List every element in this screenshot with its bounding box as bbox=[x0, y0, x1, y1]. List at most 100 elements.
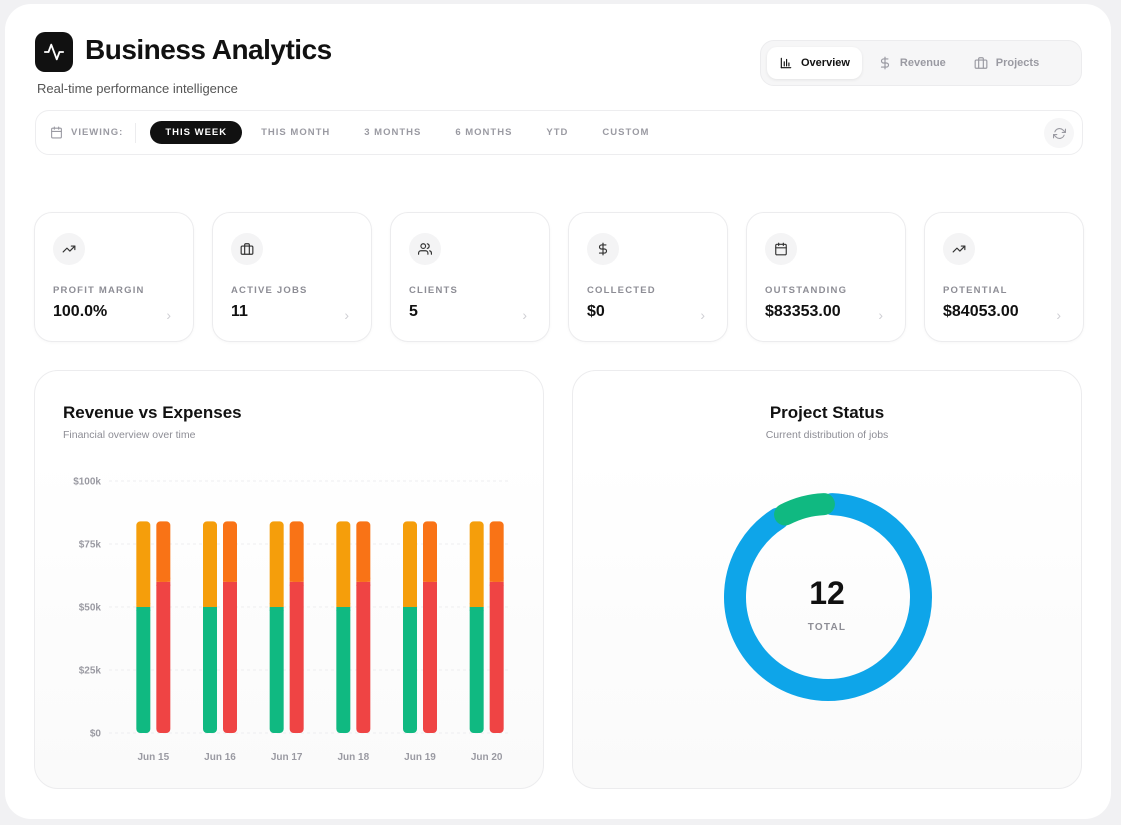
bar-segment[interactable] bbox=[203, 607, 217, 733]
chevron-right-icon: › bbox=[700, 307, 705, 323]
stat-card-profit-margin[interactable]: PROFIT MARGIN 100.0% › bbox=[34, 212, 194, 342]
stat-label: COLLECTED bbox=[587, 285, 656, 296]
bar-segment[interactable] bbox=[489, 581, 504, 733]
stat-card-active-jobs[interactable]: ACTIVE JOBS 11 › bbox=[212, 212, 372, 342]
period-3-months[interactable]: 3 MONTHS bbox=[364, 127, 422, 138]
y-tick-label: $100k bbox=[73, 477, 101, 488]
stat-value: $0 bbox=[587, 303, 605, 320]
chevron-right-icon: › bbox=[1056, 307, 1061, 323]
bar-segment[interactable] bbox=[489, 521, 504, 582]
y-tick-label: $25k bbox=[79, 666, 102, 677]
chevron-right-icon: › bbox=[878, 307, 883, 323]
stats-row: PROFIT MARGIN 100.0% › ACTIVE JOBS 11 › … bbox=[34, 212, 1084, 342]
status-chart-title: Project Status bbox=[769, 403, 885, 422]
tab-projects[interactable]: Projects bbox=[962, 47, 1051, 79]
period-6-months[interactable]: 6 MONTHS bbox=[455, 127, 513, 138]
bar-segment-join bbox=[403, 603, 417, 607]
bar-segment[interactable] bbox=[336, 607, 351, 733]
bar-segment[interactable] bbox=[469, 607, 484, 733]
trending-up-icon bbox=[53, 233, 85, 265]
bar-segment-join bbox=[289, 577, 304, 582]
bar-segment[interactable] bbox=[356, 521, 371, 582]
bar-segment[interactable] bbox=[403, 521, 417, 607]
bar-segment[interactable] bbox=[156, 521, 171, 582]
bar-segment[interactable] bbox=[269, 607, 284, 733]
bar-segment-join bbox=[423, 581, 437, 586]
refresh-button[interactable] bbox=[1044, 118, 1074, 148]
tab-revenue-label: Revenue bbox=[899, 57, 946, 69]
bar-segment[interactable] bbox=[336, 521, 351, 607]
bar-segment-join bbox=[469, 603, 484, 607]
bar-segment-join bbox=[289, 581, 304, 586]
viewing-label-group: VIEWING: bbox=[50, 122, 137, 143]
donut-slice[interactable] bbox=[774, 493, 835, 526]
stat-value: 5 bbox=[409, 303, 418, 320]
bar-segment-join bbox=[203, 607, 217, 611]
y-tick-label: $0 bbox=[90, 729, 102, 740]
bar-segment[interactable] bbox=[223, 581, 237, 733]
app-window: Business Analytics Real-time performance… bbox=[5, 4, 1111, 819]
stat-card-collected[interactable]: COLLECTED $0 › bbox=[568, 212, 728, 342]
briefcase-icon bbox=[974, 57, 988, 69]
bar-segment[interactable] bbox=[136, 521, 151, 607]
bar-segment[interactable] bbox=[289, 521, 304, 582]
stat-label: POTENTIAL bbox=[943, 285, 1008, 296]
bar-segment-join bbox=[223, 577, 237, 582]
dollar-icon bbox=[880, 56, 889, 70]
stat-card-outstanding[interactable]: OUTSTANDING $83353.00 › bbox=[746, 212, 906, 342]
bar-segment-join bbox=[423, 577, 437, 582]
bar-segment-join bbox=[156, 581, 171, 586]
x-tick-label: Jun 16 bbox=[204, 752, 236, 763]
bar-segment[interactable] bbox=[289, 581, 304, 733]
period-this-week[interactable]: THIS WEEK bbox=[150, 121, 243, 144]
chevron-right-icon: › bbox=[166, 307, 171, 323]
tab-overview[interactable]: Overview bbox=[767, 47, 862, 79]
donut-slice[interactable] bbox=[724, 493, 932, 701]
x-tick-label: Jun 19 bbox=[404, 752, 436, 763]
stat-label: CLIENTS bbox=[409, 285, 459, 296]
dollar-icon bbox=[587, 233, 619, 265]
refresh-icon bbox=[1052, 127, 1066, 139]
chevron-right-icon: › bbox=[522, 307, 527, 323]
bar-segment[interactable] bbox=[203, 521, 217, 607]
calendar-icon bbox=[51, 126, 62, 139]
donut-total-label: TOTAL bbox=[807, 622, 847, 633]
stat-label: OUTSTANDING bbox=[765, 285, 848, 296]
bar-segment[interactable] bbox=[136, 607, 151, 733]
bar-segment-join bbox=[156, 577, 171, 582]
bar-segment[interactable] bbox=[403, 607, 417, 733]
revenue-bar-chart: $0 $25k $50k $75k $100k Jun 15 Jun 16 Jun 17 Jun… bbox=[73, 477, 509, 763]
tab-revenue[interactable]: Revenue bbox=[866, 47, 958, 79]
revenue-chart-title: Revenue vs Expenses bbox=[63, 403, 242, 422]
bar-segment-join bbox=[403, 607, 417, 611]
x-tick-label: Jun 18 bbox=[337, 752, 369, 763]
donut-total-value: 12 bbox=[809, 575, 845, 611]
stat-card-clients[interactable]: CLIENTS 5 › bbox=[390, 212, 550, 342]
bar-segment[interactable] bbox=[156, 581, 171, 733]
activity-icon bbox=[35, 32, 73, 72]
bar-segment[interactable] bbox=[423, 581, 437, 733]
bar-segment[interactable] bbox=[223, 521, 237, 582]
bar-segment[interactable] bbox=[469, 521, 484, 607]
bar-segment-join bbox=[269, 603, 284, 607]
bar-segment-join bbox=[489, 581, 504, 586]
tab-overview-label: Overview bbox=[801, 57, 850, 69]
stat-card-potential[interactable]: POTENTIAL $84053.00 › bbox=[924, 212, 1084, 342]
x-tick-label: Jun 17 bbox=[271, 752, 303, 763]
bar-segment-join bbox=[136, 603, 151, 607]
viewing-label: VIEWING: bbox=[71, 127, 124, 138]
page-title: Business Analytics bbox=[85, 34, 332, 65]
bar-segment[interactable] bbox=[269, 521, 284, 607]
bar-segment-join bbox=[469, 607, 484, 611]
period-ytd[interactable]: YTD bbox=[546, 127, 569, 138]
period-custom[interactable]: CUSTOM bbox=[602, 127, 650, 138]
period-this-month[interactable]: THIS MONTH bbox=[261, 127, 331, 138]
bar-segment-join bbox=[136, 607, 151, 611]
page-subtitle: Real-time performance intelligence bbox=[37, 81, 238, 96]
revenue-expenses-panel: Revenue vs Expenses Financial overview o… bbox=[34, 370, 544, 789]
period-filter-bar: VIEWING: THIS WEEK THIS MONTH 3 MONTHS 6… bbox=[35, 110, 1083, 155]
bar-segment[interactable] bbox=[356, 581, 371, 733]
bar-segment[interactable] bbox=[423, 521, 437, 582]
stat-value: $84053.00 bbox=[943, 303, 1019, 320]
bar-chart-icon bbox=[780, 57, 792, 69]
